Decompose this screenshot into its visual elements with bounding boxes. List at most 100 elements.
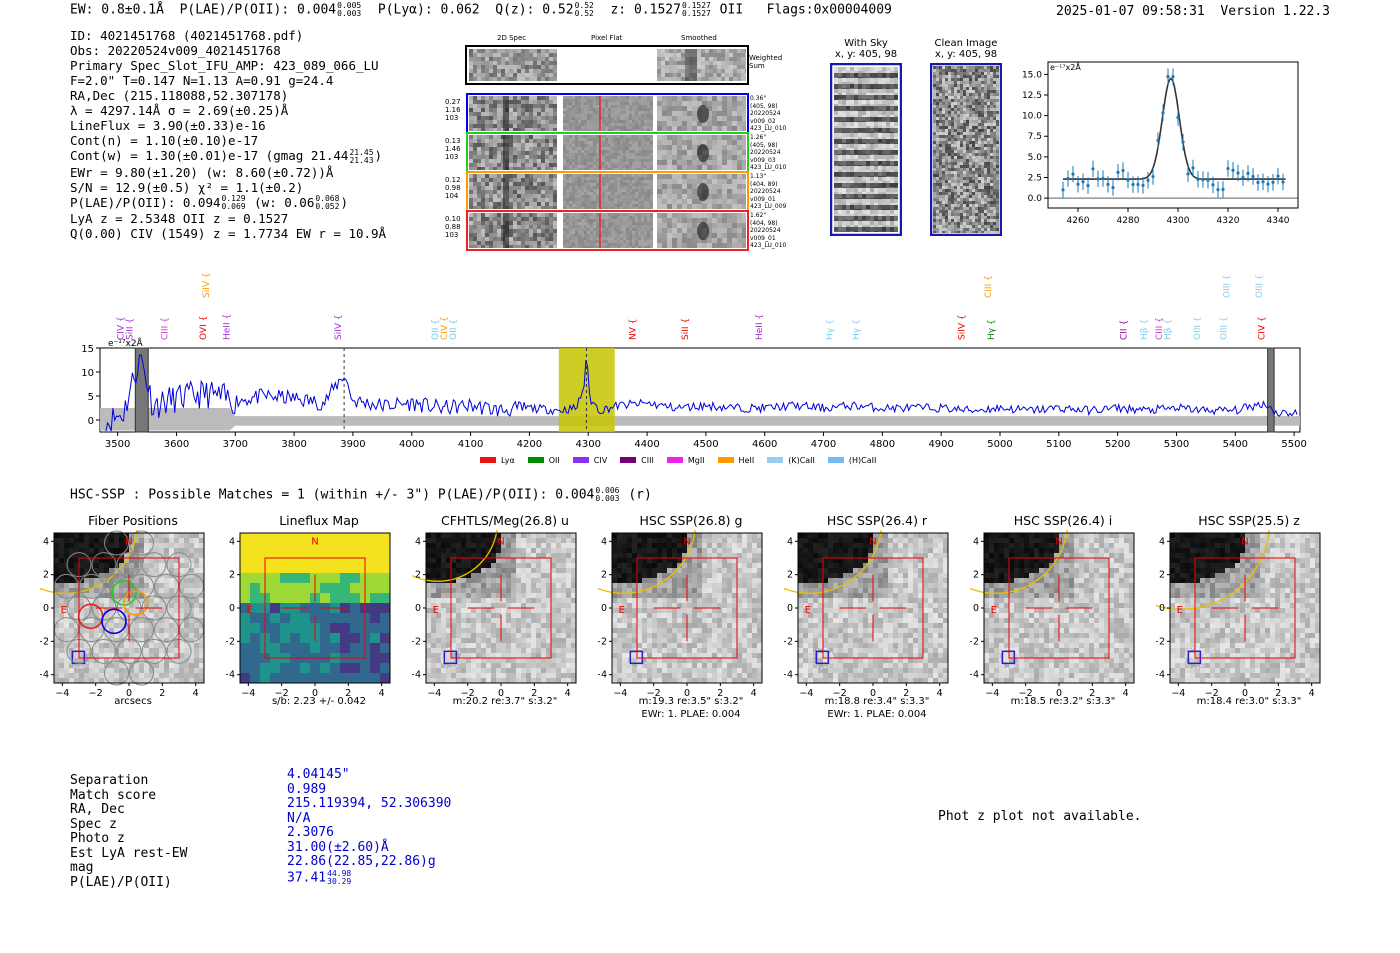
row-2-left-values: 0.12 0.98 104 bbox=[445, 176, 461, 200]
cutout-search-box bbox=[636, 557, 738, 659]
header-version: Version 1.22.3 bbox=[1220, 4, 1330, 19]
cutout-title: Lineflux Map bbox=[279, 513, 359, 528]
cutout-xtick-label: −2 bbox=[461, 688, 475, 699]
cutout-title: HSC SSP(26.4) r bbox=[826, 513, 928, 528]
row-3-left-value: 0.88 bbox=[445, 223, 461, 231]
row-0-smooth-noise bbox=[657, 96, 746, 131]
spectrum-bad-region bbox=[1267, 347, 1275, 433]
spec2d-title-2d: 2D Spec bbox=[497, 34, 527, 42]
spectral-line-label: OVI { bbox=[199, 316, 209, 340]
cutout-ytick-label: 2 bbox=[415, 570, 421, 581]
with-sky-band-light bbox=[834, 67, 898, 73]
cutout-ytick-label: 4 bbox=[787, 536, 793, 547]
match-label-mag: mag bbox=[70, 860, 94, 875]
with-sky-band-light bbox=[834, 221, 898, 227]
cutout-xtick-label: 0 bbox=[1242, 688, 1248, 699]
full-spectrum-chart: 3500 3600 3700 3800 3900 4000 4100 4200 4300 4400… bbox=[81, 272, 1307, 450]
fit-xtick-label: 4300 bbox=[1167, 216, 1190, 226]
cutout-ytick-label: 0 bbox=[415, 603, 421, 614]
clean-image-label: Clean Image bbox=[934, 38, 998, 49]
north-label: N bbox=[311, 537, 318, 548]
legend-label: MgII bbox=[687, 455, 705, 465]
fit-data-point bbox=[1276, 174, 1280, 178]
spectrum-xtick-label: 5500 bbox=[1281, 439, 1306, 450]
spectral-line-label: CIII { bbox=[161, 317, 171, 340]
spectrum-xtick-label: 4700 bbox=[811, 439, 836, 450]
spectral-line-label: SiIV { bbox=[202, 272, 212, 298]
legend-item: CIV bbox=[572, 456, 607, 465]
cutout-xtick-label: −4 bbox=[427, 688, 441, 699]
fiber-circle bbox=[141, 552, 167, 578]
spectrum-xtick-label: 4500 bbox=[693, 439, 718, 450]
header-z: z: 0.1527 bbox=[610, 2, 681, 18]
row-3-frame bbox=[466, 210, 749, 251]
cutout-xtick-label: 2 bbox=[903, 688, 909, 699]
with-sky-xy: x, y: 405, 98 bbox=[834, 49, 898, 60]
info-plae-lo: 0.069 bbox=[221, 202, 246, 211]
fit-data-point bbox=[1061, 188, 1065, 192]
cutout-ytick-label: −4 bbox=[40, 670, 49, 681]
with-sky-band-dark bbox=[834, 194, 898, 199]
spectrum-xtick-label: 4200 bbox=[517, 439, 542, 450]
spec2d-title-smooth: Smoothed bbox=[681, 34, 717, 42]
row-1-emission-trace bbox=[503, 135, 509, 170]
spectral-line-label: HeII { bbox=[222, 314, 232, 340]
cutout-ytick-label: 2 bbox=[1159, 570, 1165, 581]
with-sky-band-dark bbox=[834, 227, 898, 232]
fit-data-point bbox=[1261, 180, 1265, 184]
match-value-plae-hi: 44.98 bbox=[327, 868, 352, 878]
with-sky-band-light bbox=[834, 122, 898, 128]
header-plya: P(Lyα): 0.062 bbox=[377, 2, 480, 18]
row-3-spec-noise bbox=[469, 213, 557, 248]
row-2-left-value: 0.98 bbox=[445, 184, 461, 192]
cutout-title: HSC SSP(26.8) g bbox=[639, 513, 743, 528]
legend-item: Lyα bbox=[480, 456, 515, 465]
cutout-ytick-label: −4 bbox=[784, 670, 793, 681]
row-3-right-value: v009_01 bbox=[750, 234, 776, 242]
match-value-score: 0.989 bbox=[287, 781, 327, 797]
row-3-emission-trace bbox=[503, 213, 509, 248]
weighted-smooth-line bbox=[685, 49, 697, 81]
row-2-smooth-blob bbox=[697, 183, 709, 201]
cutout-image: N E −4 −2 0 2 4 4 2 0 −2 −4 bbox=[412, 530, 577, 699]
info-ewr: EWr = 9.80(±1.20) (w: 8.60(±0.72))Å bbox=[70, 164, 334, 180]
row-2-spec-noise bbox=[469, 174, 557, 209]
info-contw-hi: 21.45 bbox=[349, 147, 374, 157]
row-3-right-value: (404, 98) bbox=[750, 219, 778, 227]
hsc-title-lo: 0.003 bbox=[595, 494, 620, 503]
cutout-ytick-label: 0 bbox=[43, 603, 49, 614]
fit-data-point bbox=[1231, 168, 1235, 172]
match-value-lya-ew: 31.00(±2.60)Å bbox=[287, 839, 389, 855]
fit-data-point bbox=[1076, 182, 1080, 186]
cutout-image: N E −4 −2 0 2 4 4 2 0 −2 −4 bbox=[784, 530, 949, 699]
north-label: N bbox=[125, 537, 132, 548]
header-flags: Flags:0x00004009 bbox=[766, 2, 892, 18]
fiber-circle-highlight bbox=[122, 590, 149, 616]
fit-data-point bbox=[1141, 183, 1145, 187]
spectral-line-label: CIV { bbox=[1258, 316, 1268, 340]
row-1-right-value: (405, 98) bbox=[750, 141, 778, 149]
cutout-xtick-label: −4 bbox=[1171, 688, 1185, 699]
cutout-xtick-label: −4 bbox=[985, 688, 999, 699]
row-1-right-value: 423_LU_010 bbox=[750, 164, 787, 171]
fit-data-point bbox=[1121, 168, 1125, 173]
spectral-line-label: OII { bbox=[431, 319, 441, 340]
header-right: 2025-01-07 09:58:31 Version 1.22.3 bbox=[1056, 4, 1330, 19]
info-block: ID: 4021451768 (4021451768.pdf) Obs: 202… bbox=[70, 28, 470, 241]
with-sky-band-dark bbox=[834, 84, 898, 89]
cutout-xlabel: m:19.3 re:3.5" s:3.2" bbox=[638, 696, 744, 707]
fit-data-point bbox=[1071, 172, 1075, 176]
legend-label: Lyα bbox=[501, 455, 515, 465]
with-sky-band-light bbox=[834, 210, 898, 216]
cutout-xtick-label: 0 bbox=[498, 688, 504, 699]
row-1-spec-noise bbox=[469, 135, 557, 170]
header-timestamp: 2025-01-07 09:58:31 bbox=[1056, 4, 1205, 19]
match-label-photoz: Photo z bbox=[70, 831, 125, 846]
spectrum-xtick-label: 4000 bbox=[399, 439, 424, 450]
fiber-circle bbox=[104, 660, 129, 686]
cutout-xtick-label: 4 bbox=[937, 688, 943, 699]
fit-data-point bbox=[1271, 180, 1275, 184]
cutout-ytick-label: −2 bbox=[784, 636, 793, 647]
lineflux-heatmap bbox=[240, 533, 391, 684]
with-sky-band-dark bbox=[834, 150, 898, 155]
